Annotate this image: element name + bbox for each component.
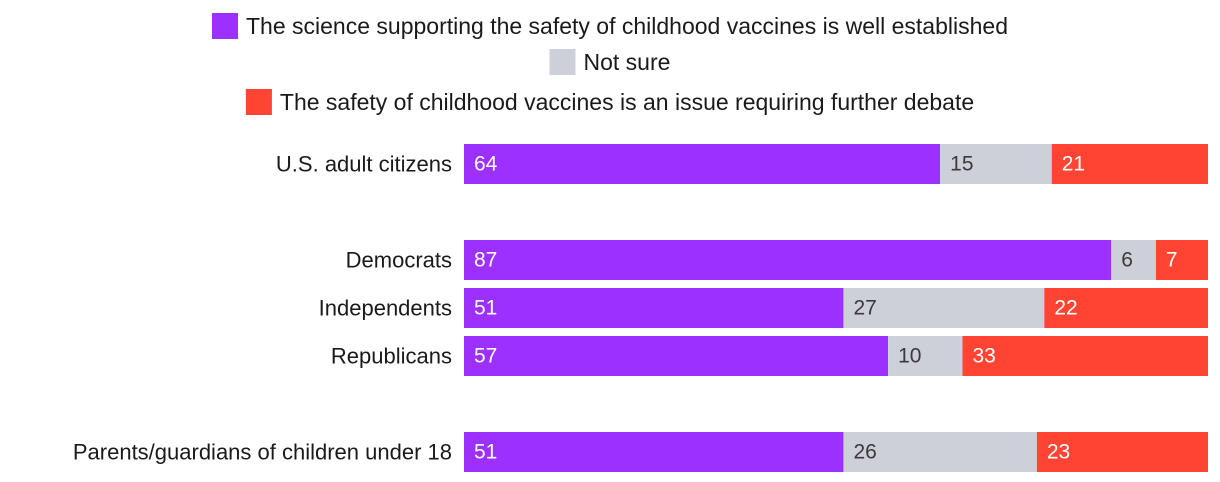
data-label: 22 [1054, 297, 1077, 320]
bar-segment [1111, 240, 1156, 280]
category-label: U.S. adult citizens [276, 152, 452, 177]
bar-segment [464, 240, 1112, 280]
data-label: 26 [853, 441, 876, 464]
bar-segment [464, 288, 844, 328]
legend-item: The safety of childhood vaccines is an i… [245, 89, 974, 115]
data-label: 27 [853, 297, 876, 320]
data-label: 33 [972, 345, 995, 368]
bar-row: Democrats 87 6 7 [346, 240, 1208, 280]
bar-segment [1036, 432, 1208, 472]
data-label: 15 [950, 153, 973, 176]
data-label: 51 [474, 441, 497, 464]
bar-segment [962, 336, 1208, 376]
bar-row: Independents 51 27 22 [319, 288, 1208, 328]
category-label: Parents/guardians of children under 18 [73, 440, 452, 465]
legend-label: The safety of childhood vaccines is an i… [280, 89, 974, 115]
bar-row: U.S. adult citizens 64 15 21 [276, 144, 1208, 184]
legend-swatch [549, 49, 576, 75]
data-label: 10 [898, 345, 921, 368]
legend-label: Not sure [584, 49, 671, 75]
bar-row: Parents/guardians of children under 18 51… [73, 432, 1208, 472]
bar-segment [940, 144, 1052, 184]
bar-segment [464, 432, 844, 472]
category-label: Democrats [346, 248, 452, 273]
bar-segment [888, 336, 963, 376]
bar-segment [843, 432, 1037, 472]
bar-row: Republicans 57 10 33 [331, 336, 1208, 376]
bar-segment [464, 144, 941, 184]
chart-legend: The science supporting the safety of chi… [212, 13, 1008, 115]
bar-segment [1155, 240, 1208, 280]
data-label: 21 [1062, 153, 1085, 176]
data-label: 23 [1047, 441, 1070, 464]
chart-bars: U.S. adult citizens 64 15 21 Democrats 87 6 7 In… [73, 144, 1208, 472]
data-label: 64 [474, 153, 498, 176]
legend-swatch [245, 89, 272, 115]
legend-item: Not sure [549, 49, 671, 75]
legend-item: The science supporting the safety of chi… [212, 13, 1008, 39]
category-label: Republicans [331, 344, 452, 369]
category-label: Independents [319, 296, 452, 321]
data-label: 51 [474, 297, 497, 320]
data-label: 87 [474, 249, 497, 272]
legend-swatch [212, 13, 238, 39]
bar-segment [464, 336, 889, 376]
bar-segment [1051, 144, 1208, 184]
bar-segment [1044, 288, 1208, 328]
legend-label: The science supporting the safety of chi… [246, 13, 1008, 39]
bar-segment [843, 288, 1045, 328]
data-label: 57 [474, 345, 497, 368]
data-label: 7 [1166, 249, 1178, 272]
data-label: 6 [1121, 249, 1133, 272]
